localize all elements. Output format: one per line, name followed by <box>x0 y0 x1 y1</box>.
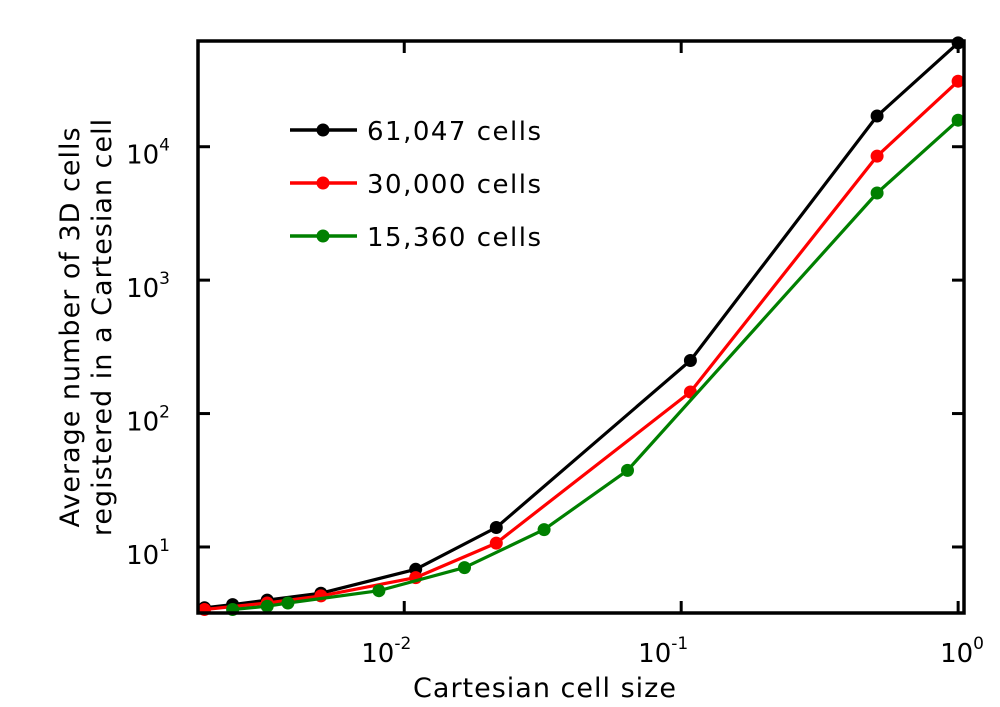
series-1-point <box>870 109 884 123</box>
x-axis-title: Cartesian cell size <box>413 673 677 704</box>
series-3-point <box>281 596 295 610</box>
x-tick-label: 100 <box>940 634 984 669</box>
y-tick-label: 101 <box>126 536 170 571</box>
series-3-point <box>372 584 386 598</box>
y-axis-title-line-2: registered in a Cartesian cell <box>87 118 118 536</box>
y-tick-label: 104 <box>126 136 170 171</box>
axis-ticks: 10-2 10-1 100 101 102 103 104 <box>126 41 984 669</box>
plot-frame <box>196 39 966 615</box>
legend-marker <box>316 176 330 190</box>
y-tick-label: 102 <box>126 403 170 438</box>
series-1-point <box>683 354 697 367</box>
series-3-point <box>870 186 884 200</box>
legend-label: 61,047 cells <box>367 117 543 147</box>
series-2-point <box>489 536 503 550</box>
y-tick-label: 103 <box>126 269 170 304</box>
plot-area <box>198 36 965 616</box>
y-axis-title-line-1: Average number of 3D cells <box>55 126 86 527</box>
series-3-point <box>537 523 551 537</box>
legend-label: 30,000 cells <box>367 170 543 200</box>
legend-marker <box>316 229 330 243</box>
series-1-point <box>489 521 503 534</box>
series-2-point <box>870 149 884 163</box>
series-3-point <box>260 599 274 613</box>
series-3-point <box>621 463 634 477</box>
legend: 61,047 cells 30,000 cells 15,360 cells <box>290 117 543 253</box>
legend-marker <box>316 123 330 137</box>
series-3-point <box>951 113 965 127</box>
x-tick-label: 10-2 <box>361 634 411 669</box>
x-tick-label: 10-1 <box>638 634 688 669</box>
legend-label: 15,360 cells <box>367 223 543 253</box>
series-3-point <box>458 561 471 575</box>
series-2-point <box>951 74 965 88</box>
series-line-2 <box>204 80 960 612</box>
